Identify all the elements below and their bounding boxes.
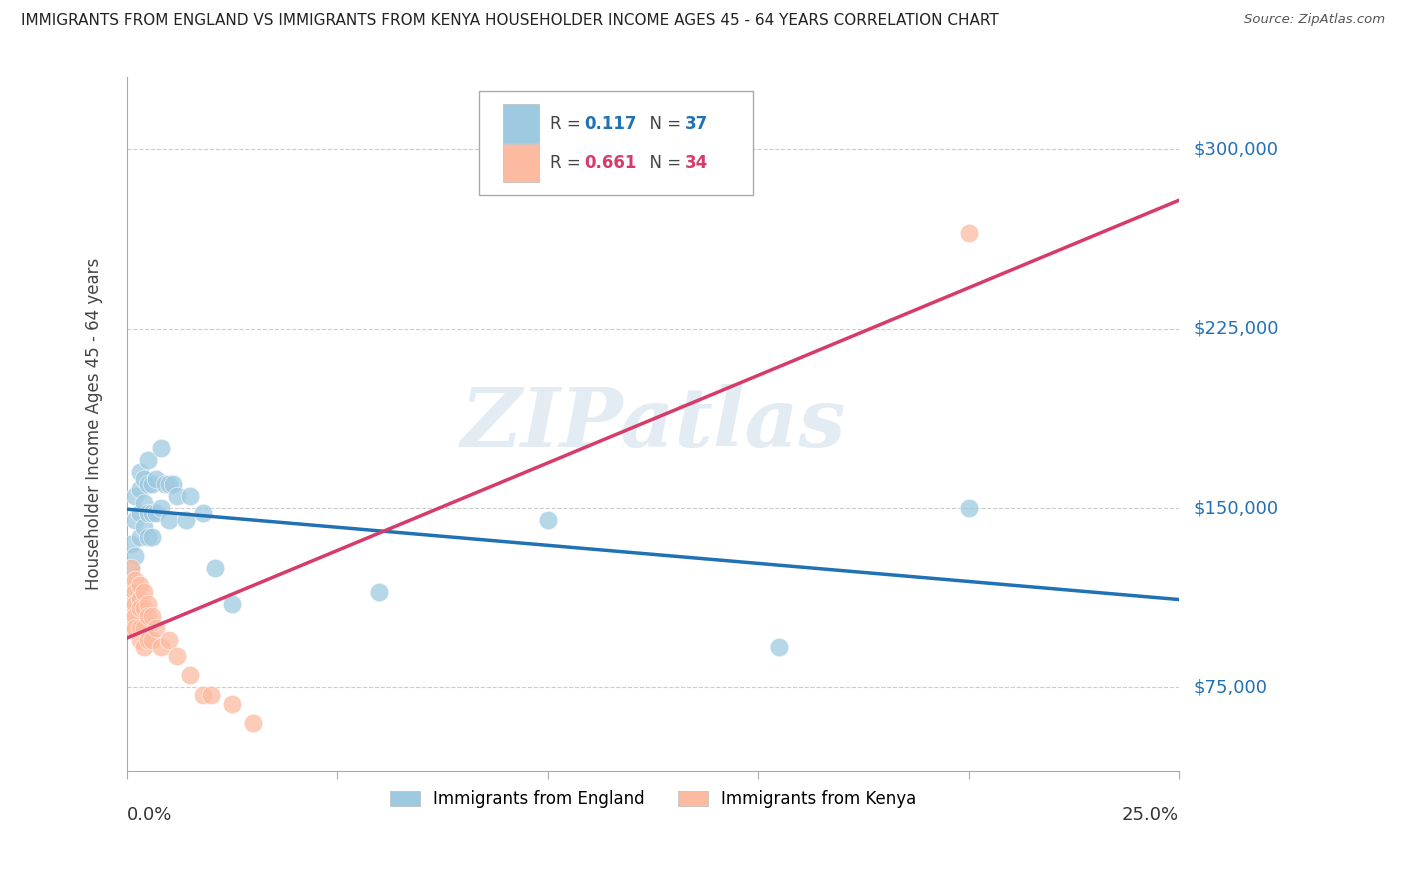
Point: [221, 697, 243, 711]
Point: [145, 472, 167, 486]
Point: [149, 640, 172, 654]
Legend: Immigrants from England, Immigrants from Kenya: Immigrants from England, Immigrants from…: [382, 783, 924, 814]
Point: [136, 608, 159, 623]
Point: [957, 226, 980, 240]
Point: [120, 561, 142, 575]
Point: [204, 561, 226, 575]
Point: [191, 688, 214, 702]
Point: [221, 597, 243, 611]
Point: [141, 477, 163, 491]
Point: [145, 506, 167, 520]
Point: [153, 477, 176, 491]
Point: [124, 573, 146, 587]
Point: [124, 608, 146, 623]
Text: $75,000: $75,000: [1194, 679, 1267, 697]
Point: [128, 601, 150, 615]
Point: [242, 716, 264, 731]
Text: $300,000: $300,000: [1194, 140, 1278, 158]
Point: [120, 608, 142, 623]
Text: N =: N =: [640, 154, 686, 172]
Point: [149, 441, 172, 455]
Point: [120, 577, 142, 591]
Point: [136, 477, 159, 491]
Point: [124, 584, 146, 599]
Point: [537, 513, 560, 527]
Point: [132, 496, 155, 510]
Point: [136, 453, 159, 467]
Point: [132, 601, 155, 615]
Point: [368, 584, 391, 599]
FancyBboxPatch shape: [502, 104, 540, 143]
Point: [136, 506, 159, 520]
Point: [128, 591, 150, 606]
Point: [124, 549, 146, 563]
Point: [141, 530, 163, 544]
Point: [179, 489, 201, 503]
Point: [145, 621, 167, 635]
Point: [191, 506, 214, 520]
Text: 0.117: 0.117: [585, 114, 637, 133]
Text: 37: 37: [685, 114, 707, 133]
Point: [128, 621, 150, 635]
Point: [166, 649, 188, 664]
Text: 25.0%: 25.0%: [1122, 805, 1180, 824]
Point: [957, 501, 980, 516]
Point: [200, 688, 222, 702]
Text: R =: R =: [550, 114, 586, 133]
Text: Source: ZipAtlas.com: Source: ZipAtlas.com: [1244, 13, 1385, 27]
Point: [132, 520, 155, 534]
Point: [149, 501, 172, 516]
Text: R =: R =: [550, 154, 586, 172]
Text: $225,000: $225,000: [1194, 319, 1278, 337]
Point: [768, 640, 790, 654]
Point: [124, 489, 146, 503]
Point: [128, 632, 150, 647]
Point: [132, 472, 155, 486]
Point: [157, 477, 180, 491]
Point: [128, 530, 150, 544]
Text: 0.0%: 0.0%: [127, 805, 173, 824]
Text: 34: 34: [685, 154, 707, 172]
Point: [136, 632, 159, 647]
Point: [136, 597, 159, 611]
Point: [157, 632, 180, 647]
Text: ZIPatlas: ZIPatlas: [460, 384, 846, 465]
Point: [132, 640, 155, 654]
Point: [120, 597, 142, 611]
Point: [141, 632, 163, 647]
Point: [124, 621, 146, 635]
Point: [120, 621, 142, 635]
Point: [166, 489, 188, 503]
Text: 0.661: 0.661: [585, 154, 637, 172]
Point: [120, 561, 142, 575]
Point: [120, 537, 142, 551]
Point: [124, 513, 146, 527]
Point: [128, 577, 150, 591]
Point: [132, 621, 155, 635]
Point: [179, 668, 201, 682]
Point: [157, 513, 180, 527]
Y-axis label: Householder Income Ages 45 - 64 years: Householder Income Ages 45 - 64 years: [86, 258, 103, 591]
FancyBboxPatch shape: [502, 145, 540, 182]
Point: [128, 506, 150, 520]
Text: $150,000: $150,000: [1194, 499, 1278, 517]
Text: N =: N =: [640, 114, 686, 133]
Point: [124, 597, 146, 611]
Point: [141, 608, 163, 623]
Point: [136, 530, 159, 544]
Point: [128, 482, 150, 496]
FancyBboxPatch shape: [479, 91, 754, 195]
Point: [162, 477, 184, 491]
Text: IMMIGRANTS FROM ENGLAND VS IMMIGRANTS FROM KENYA HOUSEHOLDER INCOME AGES 45 - 64: IMMIGRANTS FROM ENGLAND VS IMMIGRANTS FR…: [21, 13, 998, 29]
Point: [132, 584, 155, 599]
Point: [174, 513, 197, 527]
Point: [141, 506, 163, 520]
Point: [128, 465, 150, 479]
